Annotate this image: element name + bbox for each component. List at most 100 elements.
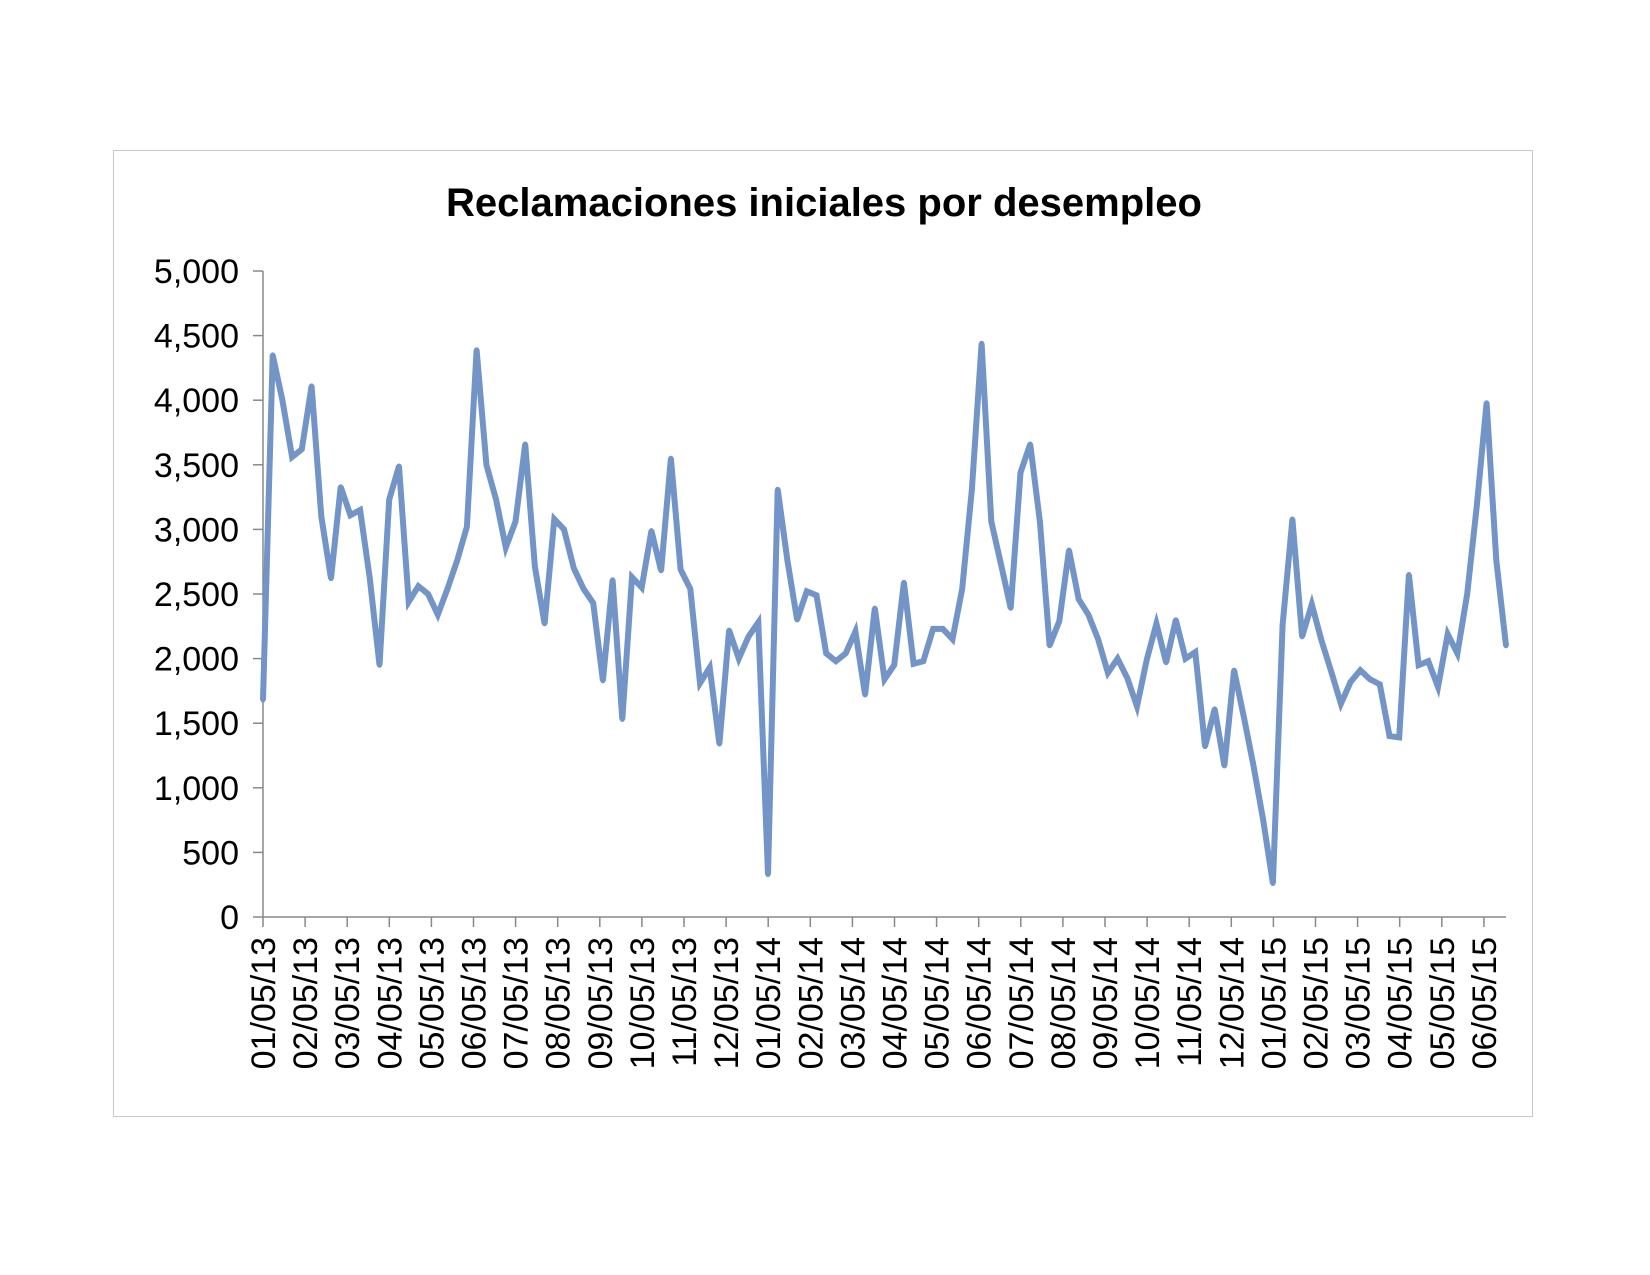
data-point bbox=[852, 628, 859, 635]
data-point bbox=[483, 462, 489, 468]
y-tick-label: 1,000 bbox=[154, 770, 239, 808]
data-point bbox=[270, 352, 276, 358]
data-point bbox=[1435, 684, 1441, 690]
data-point bbox=[1105, 670, 1111, 676]
data-point bbox=[736, 656, 742, 662]
data-point bbox=[1386, 733, 1393, 739]
data-point bbox=[843, 650, 849, 656]
data-point bbox=[1406, 572, 1412, 578]
data-point bbox=[1357, 667, 1363, 673]
data-point bbox=[551, 516, 557, 522]
data-point bbox=[678, 566, 684, 573]
x-tick-label: 12/05/14 bbox=[1213, 937, 1251, 1069]
data-point bbox=[911, 661, 917, 667]
data-point bbox=[988, 519, 994, 525]
data-point bbox=[1464, 591, 1470, 597]
data-point bbox=[357, 507, 363, 513]
x-tick-label: 02/05/15 bbox=[1298, 937, 1336, 1069]
data-point bbox=[1425, 658, 1431, 664]
x-tick-label: 09/05/13 bbox=[582, 937, 620, 1069]
y-tick-label: 0 bbox=[220, 899, 239, 937]
data-point bbox=[1445, 631, 1451, 637]
data-point bbox=[668, 455, 674, 461]
y-axis-ticks: 0 500 1,000 1,500 2,000 2,500 3,000 3,500 4,000 4… bbox=[154, 253, 263, 937]
data-point bbox=[755, 619, 761, 625]
data-point bbox=[1017, 470, 1024, 476]
data-point bbox=[532, 564, 538, 570]
data-point bbox=[260, 697, 266, 703]
data-point bbox=[571, 565, 577, 571]
data-point bbox=[522, 441, 528, 447]
data-point bbox=[1231, 667, 1237, 673]
data-point bbox=[347, 512, 353, 518]
x-tick-label: 03/05/13 bbox=[329, 937, 367, 1069]
data-point bbox=[1338, 701, 1344, 707]
data-point bbox=[1377, 681, 1383, 688]
data-point bbox=[600, 678, 606, 684]
data-point bbox=[1250, 763, 1257, 769]
data-point bbox=[1416, 662, 1422, 668]
data-point bbox=[823, 650, 829, 656]
data-point bbox=[1182, 656, 1189, 662]
data-point bbox=[454, 557, 460, 563]
data-point bbox=[542, 621, 548, 627]
data-point bbox=[367, 575, 373, 582]
y-tick-label: 4,500 bbox=[154, 318, 239, 356]
x-tick-label: 06/05/13 bbox=[456, 937, 494, 1069]
data-point bbox=[1085, 612, 1091, 618]
data-point bbox=[309, 383, 315, 389]
data-point bbox=[1241, 714, 1247, 720]
data-point bbox=[328, 575, 334, 582]
y-tick-label: 2,500 bbox=[154, 576, 239, 614]
data-point bbox=[1037, 519, 1043, 525]
data-point bbox=[425, 591, 431, 597]
x-tick-label: 02/05/13 bbox=[287, 937, 325, 1069]
data-point bbox=[726, 627, 732, 633]
data-point bbox=[289, 454, 295, 460]
data-point bbox=[1056, 618, 1062, 624]
data-point bbox=[561, 526, 567, 532]
x-tick-label: 04/05/14 bbox=[877, 937, 915, 1069]
x-tick-label: 09/05/14 bbox=[1087, 937, 1125, 1069]
data-point bbox=[1289, 516, 1295, 522]
data-point bbox=[512, 519, 519, 525]
data-point bbox=[1173, 617, 1179, 623]
x-tick-label: 06/05/14 bbox=[961, 937, 999, 1069]
x-tick-label: 12/05/13 bbox=[708, 937, 746, 1069]
data-point bbox=[804, 588, 810, 594]
data-point bbox=[1367, 676, 1373, 682]
data-point bbox=[1309, 601, 1315, 607]
data-point bbox=[716, 741, 723, 747]
data-point bbox=[872, 605, 878, 611]
x-tick-label: 05/05/13 bbox=[413, 937, 451, 1069]
data-point bbox=[503, 544, 509, 551]
data-point bbox=[949, 636, 956, 642]
data-point bbox=[1299, 634, 1305, 640]
x-tick-label: 05/05/14 bbox=[919, 937, 957, 1069]
data-point bbox=[1124, 675, 1130, 681]
x-tick-label: 06/05/15 bbox=[1466, 937, 1504, 1069]
data-point bbox=[376, 662, 383, 668]
data-point bbox=[474, 347, 480, 353]
x-tick-label: 07/05/13 bbox=[498, 937, 536, 1069]
data-point bbox=[1192, 649, 1198, 655]
x-tick-label: 05/05/15 bbox=[1424, 937, 1462, 1069]
y-tick-label: 2,000 bbox=[154, 641, 239, 679]
data-point bbox=[745, 634, 752, 640]
data-point bbox=[1221, 763, 1227, 769]
x-tick-label: 01/05/15 bbox=[1255, 937, 1293, 1069]
data-point bbox=[580, 586, 587, 592]
y-tick-label: 1,500 bbox=[154, 705, 239, 743]
data-point bbox=[464, 524, 470, 530]
x-axis-ticks: 01/05/13 02/05/13 03/05/13 04/05/13 05/05/13… bbox=[245, 917, 1504, 1069]
data-point bbox=[940, 626, 946, 632]
data-point bbox=[493, 497, 499, 503]
data-point bbox=[648, 528, 655, 534]
data-point bbox=[707, 665, 713, 671]
data-point bbox=[1144, 657, 1150, 663]
x-tick-label: 04/05/13 bbox=[371, 937, 409, 1069]
data-point bbox=[279, 397, 285, 403]
data-point bbox=[813, 592, 820, 598]
data-point bbox=[1503, 643, 1509, 649]
data-point bbox=[930, 626, 936, 632]
